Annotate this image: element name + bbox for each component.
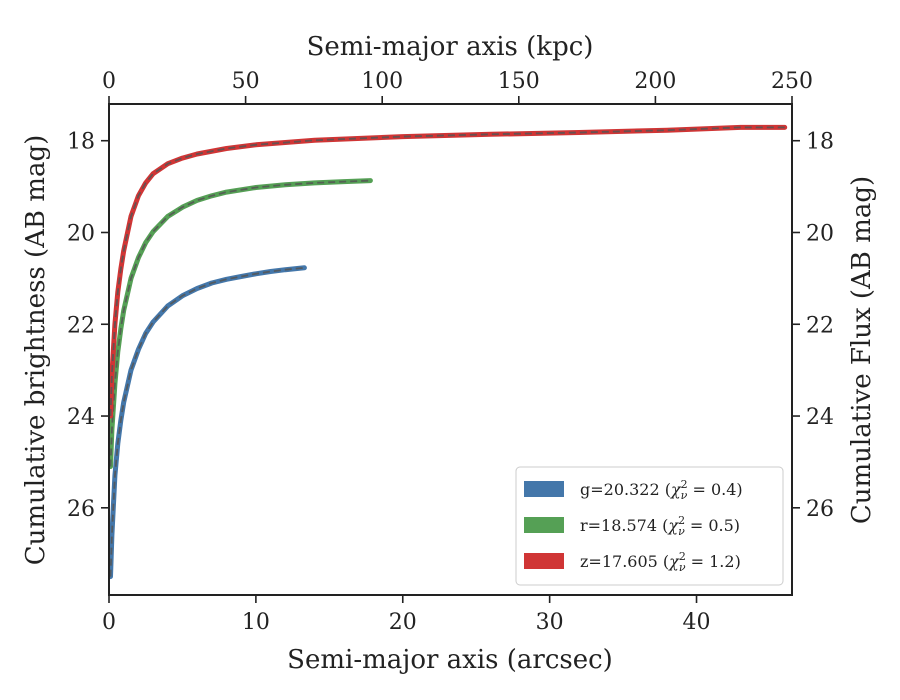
- x2-axis-title: Semi-major axis (kpc): [307, 32, 594, 62]
- y-tick-label: 20: [67, 221, 95, 246]
- legend-label-g: g=20.322 (χ2 ν = 0.4): [580, 478, 743, 502]
- y-tick-label: 22: [67, 313, 95, 338]
- y-tick-label: 26: [67, 497, 95, 522]
- y-axis-title: Cumulative brightness (AB mag): [21, 135, 51, 566]
- legend-swatch-g: [524, 481, 564, 497]
- legend-label-z: z=17.605 (χ2 ν = 1.2): [580, 550, 741, 574]
- plot-frame: [108, 103, 793, 596]
- x-tick-label: 10: [242, 610, 270, 635]
- y-tick-label: 18: [67, 130, 95, 155]
- x-tick-label: 30: [536, 610, 564, 635]
- ticks-layer: 0 10 20 30 40 0 50 100 150 200 250 18 18 20 20 22 22 24 24…: [67, 69, 834, 635]
- x-tick-label: 40: [683, 610, 711, 635]
- curve-g: [108, 265, 307, 580]
- x2-tick-label: 250: [771, 69, 813, 94]
- y-tick-label: 24: [67, 405, 95, 430]
- y2-tick-label: 18: [806, 130, 834, 155]
- x2-tick-label: 200: [634, 69, 676, 94]
- x-axis-title: Semi-major axis (arcsec): [287, 645, 613, 675]
- y2-tick-label: 22: [806, 313, 834, 338]
- fit-z: [109, 126, 785, 417]
- y2-tick-label: 20: [806, 221, 834, 246]
- legend: g=20.322 (χ2 ν = 0.4) r=18.574 (χ2 ν = 0.5)…: [515, 466, 784, 586]
- x2-tick-label: 50: [232, 69, 260, 94]
- y2-tick-label: 26: [806, 497, 834, 522]
- legend-swatch-r: [524, 517, 564, 533]
- x-tick-label: 20: [389, 610, 417, 635]
- y2-tick-label: 24: [806, 405, 834, 430]
- y2-axis-title: Cumulative Flux (AB mag): [847, 176, 877, 524]
- x2-tick-label: 150: [498, 69, 540, 94]
- legend-entries: g=20.322 (χ2 ν = 0.4) r=18.574 (χ2 ν = 0.5)…: [524, 478, 743, 574]
- legend-swatch-z: [524, 553, 564, 569]
- curve-z: [108, 124, 788, 419]
- legend-frame: [515, 466, 784, 586]
- curves-layer: [108, 124, 788, 580]
- fit-g: [109, 266, 305, 577]
- curve-r: [108, 178, 373, 469]
- x2-tick-label: 0: [102, 69, 116, 94]
- legend-label-r: r=18.574 (χ2 ν = 0.5): [580, 514, 740, 538]
- x-tick-label: 0: [102, 610, 116, 635]
- x2-tick-label: 100: [361, 69, 403, 94]
